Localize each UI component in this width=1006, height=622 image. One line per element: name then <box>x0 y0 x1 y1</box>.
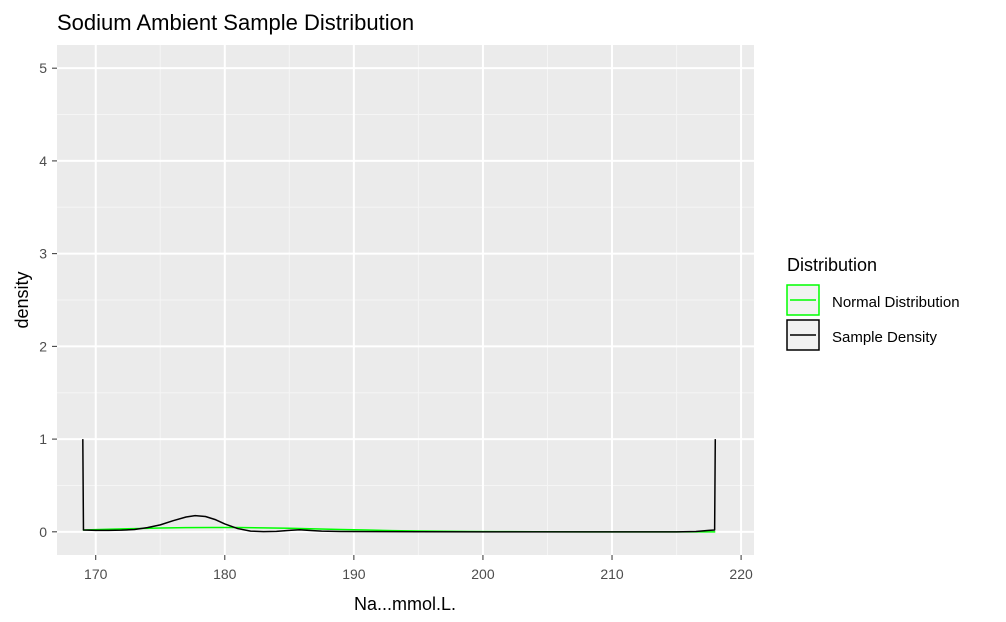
series-line-sample-density <box>82 439 717 533</box>
chart-title: Sodium Ambient Sample Distribution <box>57 10 414 35</box>
y-tick-label: 2 <box>39 338 47 354</box>
x-axis-title: Na...mmol.L. <box>354 594 456 614</box>
legend-label-normal: Normal Distribution <box>832 294 960 311</box>
series-layer <box>82 439 717 533</box>
legend-label-sample: Sample Density <box>832 329 938 346</box>
y-tick-label: 5 <box>39 60 47 76</box>
y-axis: 0 1 2 3 4 5 <box>39 60 57 540</box>
y-tick-label: 1 <box>39 431 47 447</box>
legend: Distribution Normal Distribution Sample … <box>786 255 960 351</box>
legend-title: Distribution <box>787 255 877 275</box>
x-axis: 170 180 190 200 210 220 <box>84 555 753 582</box>
x-tick-label: 180 <box>213 566 237 582</box>
x-tick-label: 170 <box>84 566 108 582</box>
y-tick-label: 0 <box>39 524 47 540</box>
y-axis-title: density <box>12 271 32 328</box>
x-tick-label: 210 <box>600 566 624 582</box>
x-tick-label: 200 <box>471 566 495 582</box>
x-tick-label: 190 <box>342 566 366 582</box>
legend-entry-normal: Normal Distribution <box>786 284 960 316</box>
y-tick-label: 3 <box>39 246 47 262</box>
legend-entry-sample: Sample Density <box>786 319 938 351</box>
minor-gridlines <box>57 45 754 555</box>
y-tick-label: 4 <box>39 153 47 169</box>
major-gridlines <box>57 45 754 555</box>
x-tick-label: 220 <box>729 566 753 582</box>
